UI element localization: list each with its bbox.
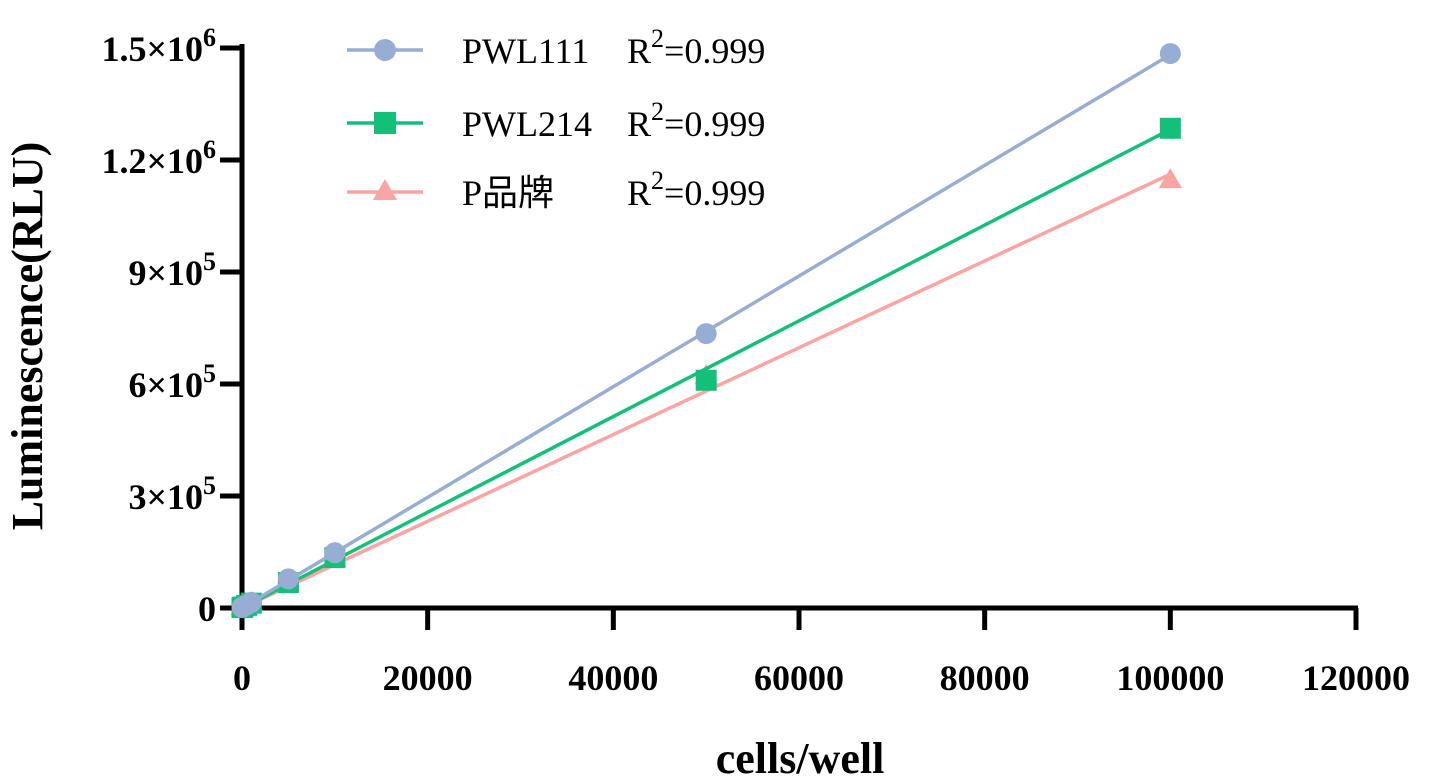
legend-r-squared: R2=0.999 <box>627 97 765 144</box>
y-tick-label: 9×105 <box>128 247 216 293</box>
y-tick-label: 3×105 <box>128 471 216 517</box>
fit-line <box>241 127 1172 610</box>
data-point <box>1159 117 1181 139</box>
x-axis-title: cells/well <box>716 734 885 783</box>
y-tick-label: 1.5×106 <box>101 23 216 69</box>
legend-label: P品牌 <box>462 173 554 213</box>
y-tick-label: 0 <box>198 589 216 629</box>
x-tick-label: 100000 <box>1116 658 1224 698</box>
legend-label: PWL111 <box>462 31 589 71</box>
data-point <box>324 542 346 564</box>
y-tick-label: 1.2×106 <box>101 135 216 181</box>
legend-item: PWL111 R2=0.999 <box>347 24 765 71</box>
y-tick-label: 6×105 <box>128 359 216 405</box>
series-triangle <box>230 168 1182 616</box>
data-point <box>1159 43 1181 65</box>
fit-line <box>241 172 1172 610</box>
legend-r-squared: R2=0.999 <box>627 166 765 213</box>
x-tick-label: 60000 <box>754 658 844 698</box>
legend: PWL111 R2=0.999 PWL214 R2=0.999 P品牌 R2=0.999 <box>347 24 765 213</box>
legend-item: PWL214 R2=0.999 <box>347 97 765 144</box>
data-point <box>695 323 717 345</box>
data-point <box>1158 168 1182 189</box>
y-axis-title: Luminescence(RLU) <box>3 142 52 531</box>
legend-marker <box>374 112 396 134</box>
legend-r-squared: R2=0.999 <box>627 24 765 71</box>
legend-label: PWL214 <box>462 104 592 144</box>
x-tick-label: 80000 <box>940 658 1030 698</box>
series-group <box>230 43 1182 619</box>
x-tick-label: 20000 <box>383 658 473 698</box>
x-tick-label: 120000 <box>1302 658 1410 698</box>
legend-item: P品牌 R2=0.999 <box>347 166 765 213</box>
x-tick-label: 0 <box>233 658 251 698</box>
data-point <box>695 369 717 391</box>
data-point <box>240 591 262 613</box>
legend-marker <box>374 39 396 61</box>
series-circle <box>231 43 1181 618</box>
axes: 0 20000 40000 60000 80000 100000 120000 0 3×105 6… <box>101 23 1410 698</box>
legend-marker <box>372 179 398 200</box>
x-tick-label: 40000 <box>568 658 658 698</box>
data-point <box>277 568 299 590</box>
